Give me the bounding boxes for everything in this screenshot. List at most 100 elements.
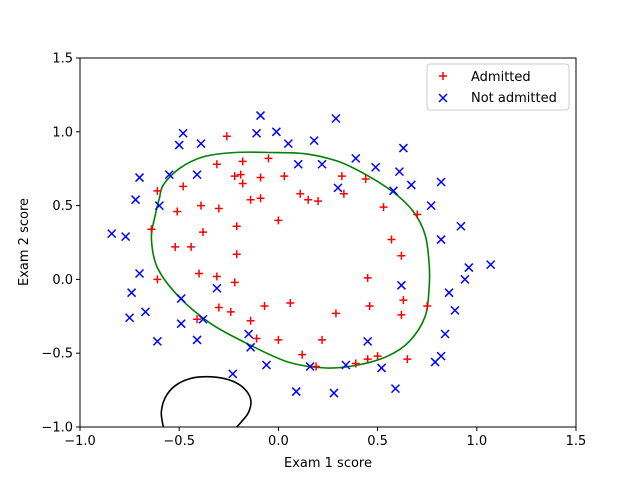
admitted-point — [173, 207, 182, 216]
not-admitted-point — [291, 387, 301, 397]
plot-frame — [79, 57, 577, 428]
not-admitted-point — [464, 263, 474, 273]
not-admitted-point — [134, 268, 145, 279]
admitted-point — [153, 186, 162, 195]
data-points — [107, 111, 496, 398]
admitted-point — [286, 299, 295, 308]
not-admitted-point — [164, 170, 174, 180]
admitted-point — [246, 316, 255, 325]
not-admitted-point — [329, 388, 339, 398]
admitted-point — [197, 201, 206, 210]
not-admitted-point — [176, 294, 186, 304]
not-admitted-point — [317, 159, 327, 169]
x-axis-label: Exam 1 score — [284, 456, 372, 471]
legend-label-not-admitted: Not admitted — [471, 91, 557, 106]
admitted-point — [226, 307, 235, 316]
not-admitted-point — [127, 288, 137, 298]
not-admitted-point — [134, 173, 145, 183]
not-admitted-point — [140, 307, 151, 317]
decision-boundary-line — [160, 375, 252, 427]
admitted-point — [171, 242, 180, 251]
admitted-point — [260, 301, 269, 310]
admitted-point — [379, 203, 388, 212]
not-admitted-point — [198, 314, 208, 324]
not-admitted-point — [351, 153, 361, 163]
y-tick-label: 1.0 — [52, 125, 73, 140]
admitted-point — [246, 195, 255, 204]
not-admitted-point — [450, 305, 460, 315]
admitted-point — [232, 250, 241, 259]
admitted-point — [195, 269, 204, 278]
legend-box — [426, 63, 570, 111]
not-admitted-point — [271, 127, 281, 137]
admitted-point — [413, 210, 422, 219]
not-admitted-point — [444, 288, 454, 298]
not-admitted-point — [436, 177, 446, 187]
not-admitted-point — [228, 369, 238, 379]
not-admitted-point — [174, 140, 184, 150]
not-admitted-point — [398, 143, 408, 153]
not-admitted-point — [152, 336, 162, 346]
admitted-point — [423, 301, 432, 310]
not-admitted-point — [178, 128, 188, 138]
admitted-point — [280, 172, 289, 181]
legend-marker-not-admitted — [438, 93, 448, 103]
admitted-point — [153, 275, 162, 284]
admitted-point — [256, 194, 265, 203]
not-admitted-point — [293, 159, 303, 169]
not-admitted-point — [192, 170, 202, 180]
not-admitted-point — [331, 113, 341, 124]
admitted-point — [351, 359, 360, 368]
admitted-point — [361, 175, 370, 184]
not-admitted-point — [283, 139, 293, 149]
admitted-point — [304, 195, 313, 204]
x-tick-label: 0.0 — [268, 434, 289, 449]
not-admitted-point — [390, 384, 400, 394]
not-admitted-point — [333, 183, 343, 193]
not-admitted-point — [154, 201, 164, 211]
x-tick-label: 1.5 — [566, 434, 587, 449]
admitted-point — [363, 273, 372, 282]
not-admitted-point — [363, 336, 373, 346]
not-admitted-point — [196, 139, 206, 149]
not-admitted-point — [256, 111, 266, 121]
admitted-point — [337, 172, 346, 181]
y-tick-label: −1.0 — [41, 421, 73, 436]
admitted-point — [298, 350, 307, 359]
not-admitted-point — [377, 363, 387, 373]
admitted-point — [147, 225, 156, 234]
decision-boundary-line — [150, 151, 431, 369]
legend-label-admitted: Admitted — [471, 70, 531, 85]
decision-boundaries — [150, 151, 431, 427]
legend: Admitted Not admitted — [426, 63, 570, 111]
y-axis-label: Exam 2 score — [17, 198, 32, 286]
admitted-point — [403, 355, 412, 364]
admitted-point — [274, 335, 283, 344]
admitted-point — [199, 228, 208, 237]
not-admitted-point — [406, 180, 416, 190]
not-admitted-point — [394, 167, 404, 177]
admitted-point — [365, 301, 374, 310]
admitted-point — [373, 352, 382, 361]
admitted-point — [314, 197, 323, 206]
y-tick-label: 1.5 — [52, 52, 73, 67]
not-admitted-point — [176, 319, 186, 329]
not-admitted-point — [107, 229, 117, 239]
not-admitted-point — [309, 136, 319, 146]
not-admitted-point — [460, 274, 470, 284]
not-admitted-point — [430, 357, 440, 367]
admitted-point — [230, 278, 239, 287]
not-admitted-point — [125, 313, 135, 323]
y-tick-label: 0.5 — [52, 199, 73, 214]
not-admitted-point — [440, 329, 450, 339]
not-admitted-point — [486, 260, 496, 270]
x-tick-label: 1.0 — [466, 434, 487, 449]
not-admitted-point — [371, 162, 381, 172]
not-admitted-point — [212, 283, 222, 293]
admitted-point — [212, 272, 221, 281]
admitted-point — [312, 362, 321, 371]
admitted-point — [214, 303, 223, 312]
not-admitted-point — [341, 360, 351, 370]
not-admitted-point — [192, 335, 202, 345]
